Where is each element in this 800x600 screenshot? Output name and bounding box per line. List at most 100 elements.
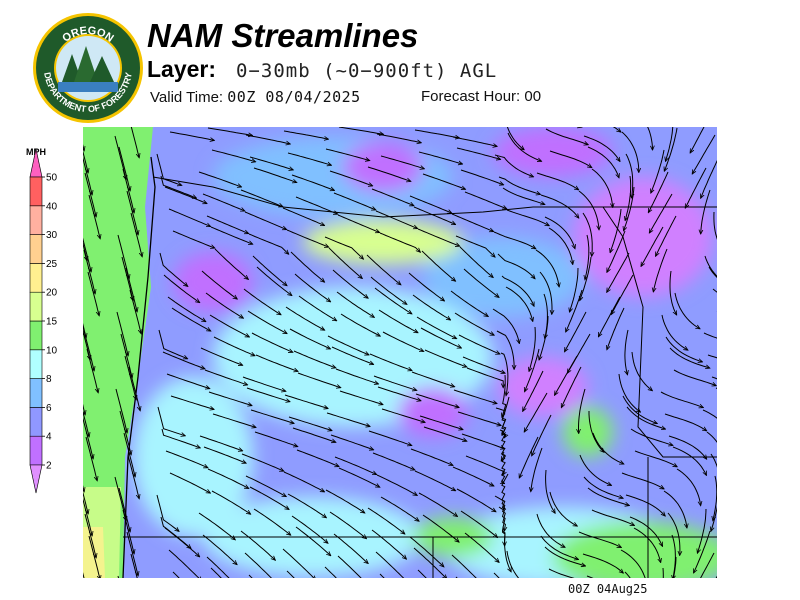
- streamline: [706, 431, 717, 443]
- streamline: [330, 434, 373, 450]
- streamline: [83, 150, 88, 172]
- streamline: [625, 329, 628, 374]
- streamline: [713, 211, 717, 240]
- streamline: [298, 295, 336, 321]
- streamline: [161, 428, 200, 448]
- streamline: [249, 156, 293, 170]
- streamline: [83, 156, 92, 194]
- legend-swatch: [29, 435, 43, 466]
- streamline: [673, 369, 716, 386]
- svg-text:OREGON: OREGON: [60, 25, 115, 45]
- streamline: [331, 346, 373, 364]
- streamline: [207, 468, 248, 488]
- streamline: [253, 167, 296, 182]
- streamline: [494, 495, 505, 531]
- streamline: [157, 406, 185, 436]
- legend-tick-label: 10: [46, 345, 58, 356]
- streamline: [531, 447, 543, 491]
- streamline: [130, 127, 139, 157]
- streamline: [118, 146, 130, 190]
- streamline: [624, 571, 631, 578]
- streamline: [580, 256, 592, 300]
- streamline: [206, 215, 248, 233]
- streamline: [171, 307, 211, 331]
- streamline: [329, 511, 366, 538]
- streamline: [422, 173, 465, 189]
- streamline: [422, 514, 459, 542]
- streamline: [123, 432, 135, 476]
- streamline: [283, 130, 328, 139]
- streamline: [464, 191, 507, 209]
- streamline: [164, 527, 199, 557]
- streamline: [287, 493, 326, 518]
- streamline: [211, 149, 255, 162]
- streamline: [536, 172, 578, 190]
- page-title: NAM Streamlines: [147, 17, 419, 54]
- streamline: [324, 236, 363, 259]
- streamline: [337, 555, 362, 578]
- streamline: [205, 292, 243, 318]
- streamline: [452, 136, 497, 146]
- streamline: [87, 271, 99, 315]
- streamline: [496, 330, 514, 369]
- streamline: [380, 155, 424, 169]
- streamline: [369, 353, 412, 371]
- streamline: [690, 127, 705, 153]
- streamline: [200, 347, 242, 365]
- streamline: [664, 413, 706, 431]
- streamline: [540, 535, 578, 559]
- streamline: [168, 208, 210, 226]
- streamline: [647, 127, 653, 150]
- streamline: [495, 407, 506, 437]
- streamline: [127, 454, 139, 498]
- streamline: [249, 486, 289, 509]
- streamline: [669, 347, 710, 368]
- streamline: [414, 470, 455, 491]
- streamline: [539, 315, 549, 360]
- streamline: [451, 554, 477, 578]
- legend-swatch: [29, 205, 43, 235]
- streamline: [326, 412, 370, 426]
- streamline: [373, 375, 416, 390]
- streamline: [367, 507, 405, 534]
- legend-tick-label: 20: [46, 288, 58, 299]
- legend-tick-label: 30: [46, 230, 58, 241]
- layer-label: Layer:: [147, 56, 217, 82]
- streamline: [418, 492, 457, 516]
- streamline: [454, 312, 494, 335]
- streamline: [625, 153, 633, 198]
- layer-value: 0−30mb (~0−900ft) AGL: [236, 60, 498, 82]
- streamline: [409, 536, 444, 567]
- streamline: [587, 146, 619, 178]
- streamline: [84, 513, 96, 557]
- streamline: [129, 289, 141, 333]
- streamline: [240, 189, 283, 207]
- streamline: [247, 310, 287, 333]
- streamline: [410, 448, 453, 465]
- streamline: [651, 149, 665, 193]
- streamline: [158, 329, 187, 359]
- legend-swatch: [29, 407, 43, 437]
- streamline: [286, 570, 295, 578]
- streamline: [168, 549, 202, 578]
- streamline: [506, 127, 524, 150]
- streamline: [502, 451, 507, 483]
- streamline: [336, 291, 374, 317]
- streamline: [371, 529, 406, 559]
- streamline: [456, 488, 496, 512]
- streamline: [126, 531, 138, 575]
- streamline: [420, 327, 461, 348]
- streamline: [85, 436, 97, 480]
- streamline: [332, 269, 368, 298]
- streamline: [621, 131, 639, 172]
- streamline: [254, 431, 297, 447]
- streamline: [245, 134, 290, 144]
- streamline: [524, 392, 548, 432]
- streamline: [629, 516, 662, 546]
- streamline: [499, 429, 506, 461]
- streamline: [599, 296, 621, 336]
- streamline: [497, 253, 535, 279]
- streamline: [525, 348, 540, 391]
- streamline: [340, 313, 380, 336]
